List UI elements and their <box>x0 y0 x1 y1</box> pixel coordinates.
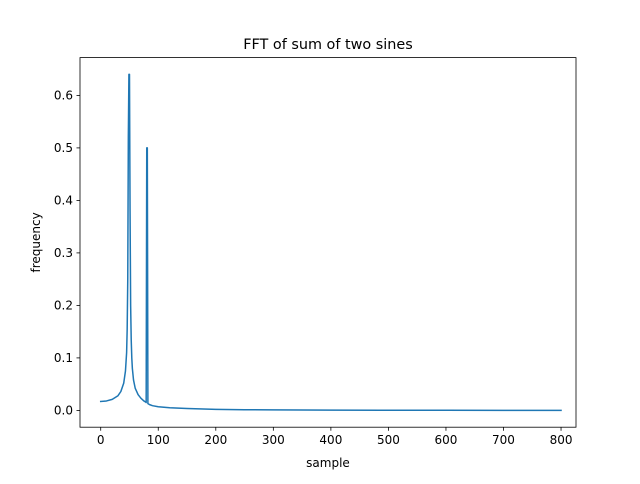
series-line-0 <box>99 73 562 412</box>
y-tick-label: 0.1 <box>54 351 73 365</box>
x-tick-label: 500 <box>377 433 400 447</box>
x-tick-label: 200 <box>204 433 227 447</box>
y-axis-label: frequency <box>29 212 43 272</box>
x-tick-label: 0 <box>97 433 105 447</box>
axes-layer <box>79 57 577 428</box>
y-tick-label: 0.3 <box>54 246 73 260</box>
x-ticks: 0 100 200 300 400 500 600 700 800 <box>97 427 573 447</box>
y-tick-label: 0.4 <box>54 194 73 208</box>
x-tick-label: 700 <box>492 433 515 447</box>
x-tick-label: 600 <box>435 433 458 447</box>
y-tick-label: 0.5 <box>54 141 73 155</box>
x-tick-label: 800 <box>550 433 573 447</box>
x-tick-label: 400 <box>319 433 342 447</box>
x-axis-label: sample <box>306 456 350 470</box>
axes-frame <box>79 57 577 428</box>
y-tick-label: 0.2 <box>54 299 73 313</box>
y-tick-label: 0.0 <box>54 404 73 418</box>
x-tick-label: 100 <box>147 433 170 447</box>
y-tick-label: 0.6 <box>54 89 73 103</box>
chart-title: FFT of sum of two sines <box>243 37 413 53</box>
x-tick-label: 300 <box>262 433 285 447</box>
y-ticks: 0.0 0.1 0.2 0.3 0.4 0.5 0.6 <box>54 89 80 418</box>
plot-layer <box>99 73 562 412</box>
